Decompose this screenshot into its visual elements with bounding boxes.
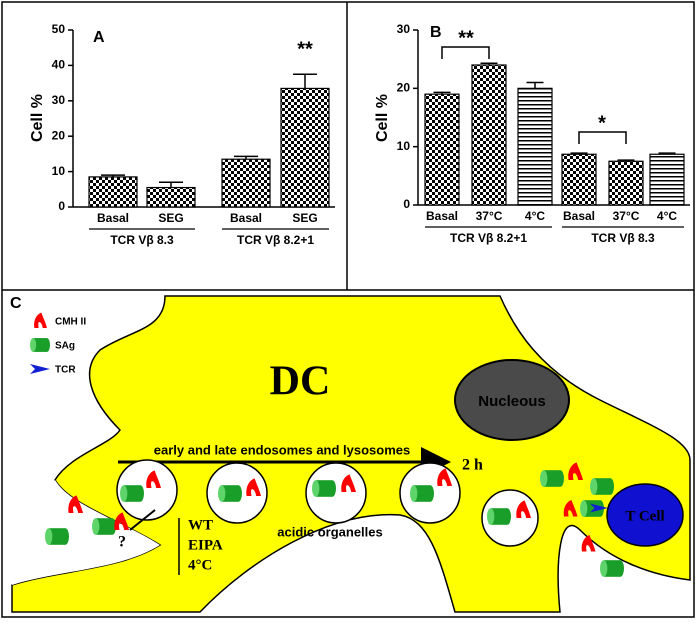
nucleus [454,359,570,441]
legend-label: CMH II [55,317,86,328]
x-tick-label: Basal [97,211,129,225]
group-label: TCR Vβ 8.2+1 [237,233,314,247]
bar [608,160,644,206]
significance-label: ** [458,27,474,49]
cell-label: DC [270,359,331,405]
y-tick-label: 10 [52,164,66,178]
sag-icon [45,528,69,545]
group-label: TCR Vβ 8.3 [591,231,655,245]
legend-tcr-icon [30,364,50,374]
error-bar [234,155,258,160]
time-label: 2 h [462,457,483,474]
x-tick-label: Basal [426,209,458,223]
vesicle [305,462,367,524]
bar [424,93,460,206]
sag-icon [410,485,434,502]
sag-icon [312,480,336,497]
bar [280,87,330,208]
bar [517,87,553,206]
sag-icon [590,478,614,495]
y-tick-label: 20 [52,128,66,142]
y-tick-label: 20 [397,81,411,95]
extracellular-space [12,480,160,585]
bar [88,176,138,208]
pathway-label: early and late endosomes and lysosomes [154,442,411,457]
bar [561,153,597,206]
condition-label: WT [188,517,213,533]
t-cell-label: T Cell [625,508,664,524]
error-bar [293,73,317,89]
legend-label: SAg [55,341,75,352]
bar [221,158,271,208]
x-tick-label: SEG [292,211,317,225]
error-bar [159,181,183,188]
sag-icon [120,485,144,502]
error-bar [570,152,588,155]
significance-bracket [441,46,490,59]
legend-mhc-icon [34,312,47,328]
significance-bracket [578,131,627,144]
sag-icon [92,518,116,535]
legend-label: TCR [55,365,76,376]
significance-label: ** [297,38,313,60]
legend-sag-icon [30,338,50,352]
sag-icon [487,508,511,525]
x-tick-label: SEG [158,211,183,225]
question-mark: ? [118,534,126,551]
x-tick-label: Basal [230,211,262,225]
panel-label: C [10,295,22,312]
group-label: TCR Vβ 8.2+1 [450,231,527,245]
organelles-label: acidic organelles [277,524,383,539]
y-tick-label: 40 [52,58,66,72]
panel-label: B [430,24,442,41]
y-tick-label: 30 [397,22,411,36]
bar [649,153,685,206]
t-cell [606,483,684,547]
group-label: TCR Vβ 8.3 [110,233,174,247]
y-tick-label: 0 [58,199,65,213]
y-tick-label: 30 [52,93,66,107]
y-tick-label: 50 [52,22,66,36]
bar [471,64,507,206]
y-tick-label: 0 [403,197,410,211]
x-tick-label: 37°C [613,209,640,223]
pointer [129,509,156,531]
y-tick-label: 10 [397,139,411,153]
panel-label: A [93,29,105,46]
x-tick-label: 37°C [476,209,503,223]
error-bar [433,91,451,95]
significance-label: * [598,112,606,134]
condition-label: 4°C [188,557,212,573]
error-bar [526,81,544,89]
sag-icon [540,470,564,487]
x-tick-label: 4°C [525,209,545,223]
error-bar [101,174,125,177]
error-bar [658,152,676,155]
error-bar [480,62,498,65]
diagram: Nucleous DC early and late endosomes and… [10,295,691,613]
bar [146,186,196,208]
vesicle [116,459,178,521]
nucleus-label: Nucleous [478,393,546,410]
condition-label: EIPA [188,537,223,553]
y-axis-title: Cell % [29,94,46,142]
y-axis-title: Cell % [374,94,391,142]
x-tick-label: 4°C [657,209,677,223]
error-bar [617,159,635,162]
x-tick-label: Basal [563,209,595,223]
sag-icon [600,560,624,577]
sag-icon [218,485,242,502]
